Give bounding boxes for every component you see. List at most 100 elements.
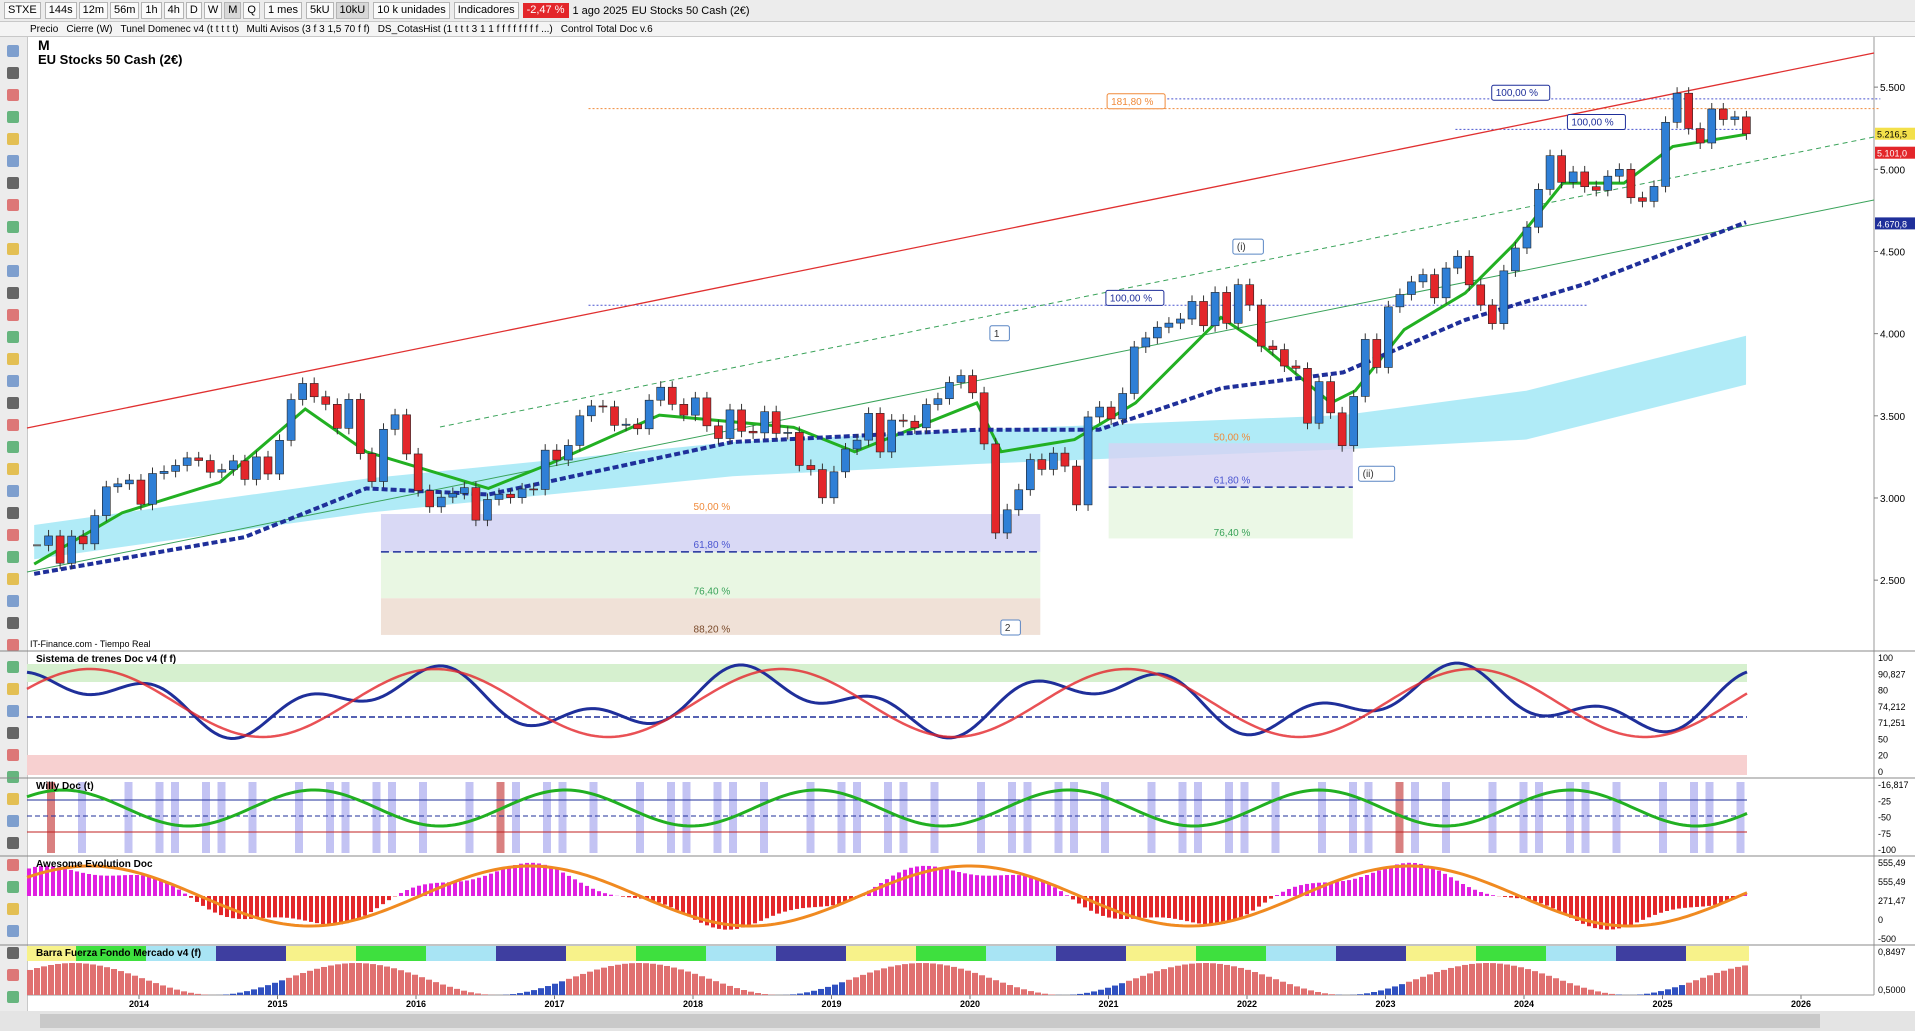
tool-icon[interactable] (7, 89, 19, 101)
candle (1476, 284, 1486, 306)
tool-icon[interactable] (7, 397, 19, 409)
tool-icon[interactable] (7, 331, 19, 343)
interval-button[interactable]: 4h (163, 2, 184, 19)
tool-icon[interactable] (7, 309, 19, 321)
force-bar (398, 970, 404, 995)
indicator-tab[interactable]: DS_CotasHist (1 t t t 3 1 1 f f f f f f … (377, 23, 553, 35)
tool-icon[interactable] (7, 859, 19, 871)
tool-icon[interactable] (7, 287, 19, 299)
period[interactable]: 1 mes (263, 2, 302, 19)
tool-icon[interactable] (7, 265, 19, 277)
tool-icon[interactable] (7, 793, 19, 805)
tool-icon[interactable] (7, 595, 19, 607)
indicator-tab[interactable]: Control Total Doc v.6 (560, 23, 653, 35)
force-bar (125, 973, 131, 995)
tool-icon[interactable] (7, 111, 19, 123)
indicators-button[interactable]: Indicadores (453, 2, 519, 19)
histogram-bar (1365, 875, 1369, 896)
background-bar (1609, 946, 1616, 961)
histogram-bar (849, 896, 853, 901)
interval-button[interactable]: 1h (141, 2, 162, 19)
histogram-bar (507, 866, 511, 896)
tool-icon[interactable] (7, 771, 19, 783)
tool-icon[interactable] (7, 419, 19, 431)
signal-bar (1054, 782, 1063, 853)
indicator-tab[interactable]: Multi Avisos (3 f 3 1,5 70 f f) (246, 23, 370, 35)
background-bar (1077, 946, 1084, 961)
tool-icon[interactable] (7, 639, 19, 651)
interval-button[interactable]: D (185, 2, 202, 19)
tool-icon[interactable] (7, 815, 19, 827)
force-bar (412, 974, 418, 995)
background-bar (258, 946, 265, 961)
tool-icon[interactable] (7, 45, 19, 57)
force-bar (1525, 969, 1531, 995)
tool-icon[interactable] (7, 617, 19, 629)
background-bar (1525, 946, 1532, 961)
tool-icon[interactable] (7, 529, 19, 541)
tool-icon[interactable] (7, 683, 19, 695)
tool-icon[interactable] (7, 441, 19, 453)
histogram-bar (1575, 896, 1579, 921)
force-bar (1308, 990, 1314, 995)
indicator-tab[interactable]: Tunel Domenec v4 (t t t t t) (120, 23, 239, 35)
signal-bar (202, 782, 210, 853)
tool-icon[interactable] (7, 925, 19, 937)
tool-icon[interactable] (7, 947, 19, 959)
interval-button[interactable]: 12m (78, 2, 108, 19)
tool-icon[interactable] (7, 485, 19, 497)
tool-icon[interactable] (7, 463, 19, 475)
background-bar (496, 946, 503, 961)
scrollbar[interactable] (0, 1011, 1915, 1031)
force-bar (1672, 987, 1678, 995)
histogram-bar (1251, 896, 1255, 911)
tool-icon[interactable] (7, 749, 19, 761)
symbol[interactable]: STXE (4, 2, 41, 19)
tool-icon[interactable] (7, 837, 19, 849)
force-bar (1413, 979, 1419, 995)
tool-strip (0, 37, 28, 1031)
candle (1291, 365, 1301, 369)
tool-icon[interactable] (7, 969, 19, 981)
candle (275, 439, 284, 475)
source: IT-Finance.com - Tiempo Real (30, 639, 151, 649)
tool-icon[interactable] (7, 177, 19, 189)
tool-icon[interactable] (7, 991, 19, 1003)
scroll-thumb[interactable] (40, 1014, 1820, 1028)
interval-button[interactable]: M (224, 2, 242, 19)
interval-button[interactable]: W (203, 2, 223, 19)
interval-button[interactable]: Q (243, 2, 260, 19)
tool-icon[interactable] (7, 661, 19, 673)
background-bar (888, 946, 895, 961)
histogram-bar (567, 875, 571, 896)
tool-icon[interactable] (7, 243, 19, 255)
tool-icon[interactable] (7, 375, 19, 387)
tool-icon[interactable] (7, 507, 19, 519)
tool-icon[interactable] (7, 881, 19, 893)
tool-icon[interactable] (7, 727, 19, 739)
indicator-tab[interactable]: Precio (30, 23, 59, 35)
tool-icon[interactable] (7, 903, 19, 915)
interval-button[interactable]: 56m (110, 2, 140, 19)
annotation: 1 (994, 329, 1000, 340)
histogram-bar (237, 896, 241, 919)
tool-icon[interactable] (7, 67, 19, 79)
histogram-bar (1239, 896, 1243, 918)
interval-button[interactable]: 144s (44, 2, 77, 19)
indicator-tab[interactable]: Cierre (W) (66, 23, 113, 35)
tool-icon[interactable] (7, 573, 19, 585)
tool-icon[interactable] (7, 221, 19, 233)
quantity[interactable]: 10 k unidades (373, 2, 450, 19)
tool-icon[interactable] (7, 199, 19, 211)
force-bar (1721, 970, 1727, 995)
tool-icon[interactable] (7, 133, 19, 145)
tool-icon[interactable] (7, 551, 19, 563)
tool-icon[interactable] (7, 353, 19, 365)
unit-button[interactable]: 10kU (335, 2, 370, 19)
force-bar (1560, 980, 1566, 995)
unit-button[interactable]: 5kU (305, 2, 334, 19)
background-bar (111, 946, 118, 961)
tool-icon[interactable] (7, 705, 19, 717)
histogram-bar (1113, 896, 1117, 919)
tool-icon[interactable] (7, 155, 19, 167)
